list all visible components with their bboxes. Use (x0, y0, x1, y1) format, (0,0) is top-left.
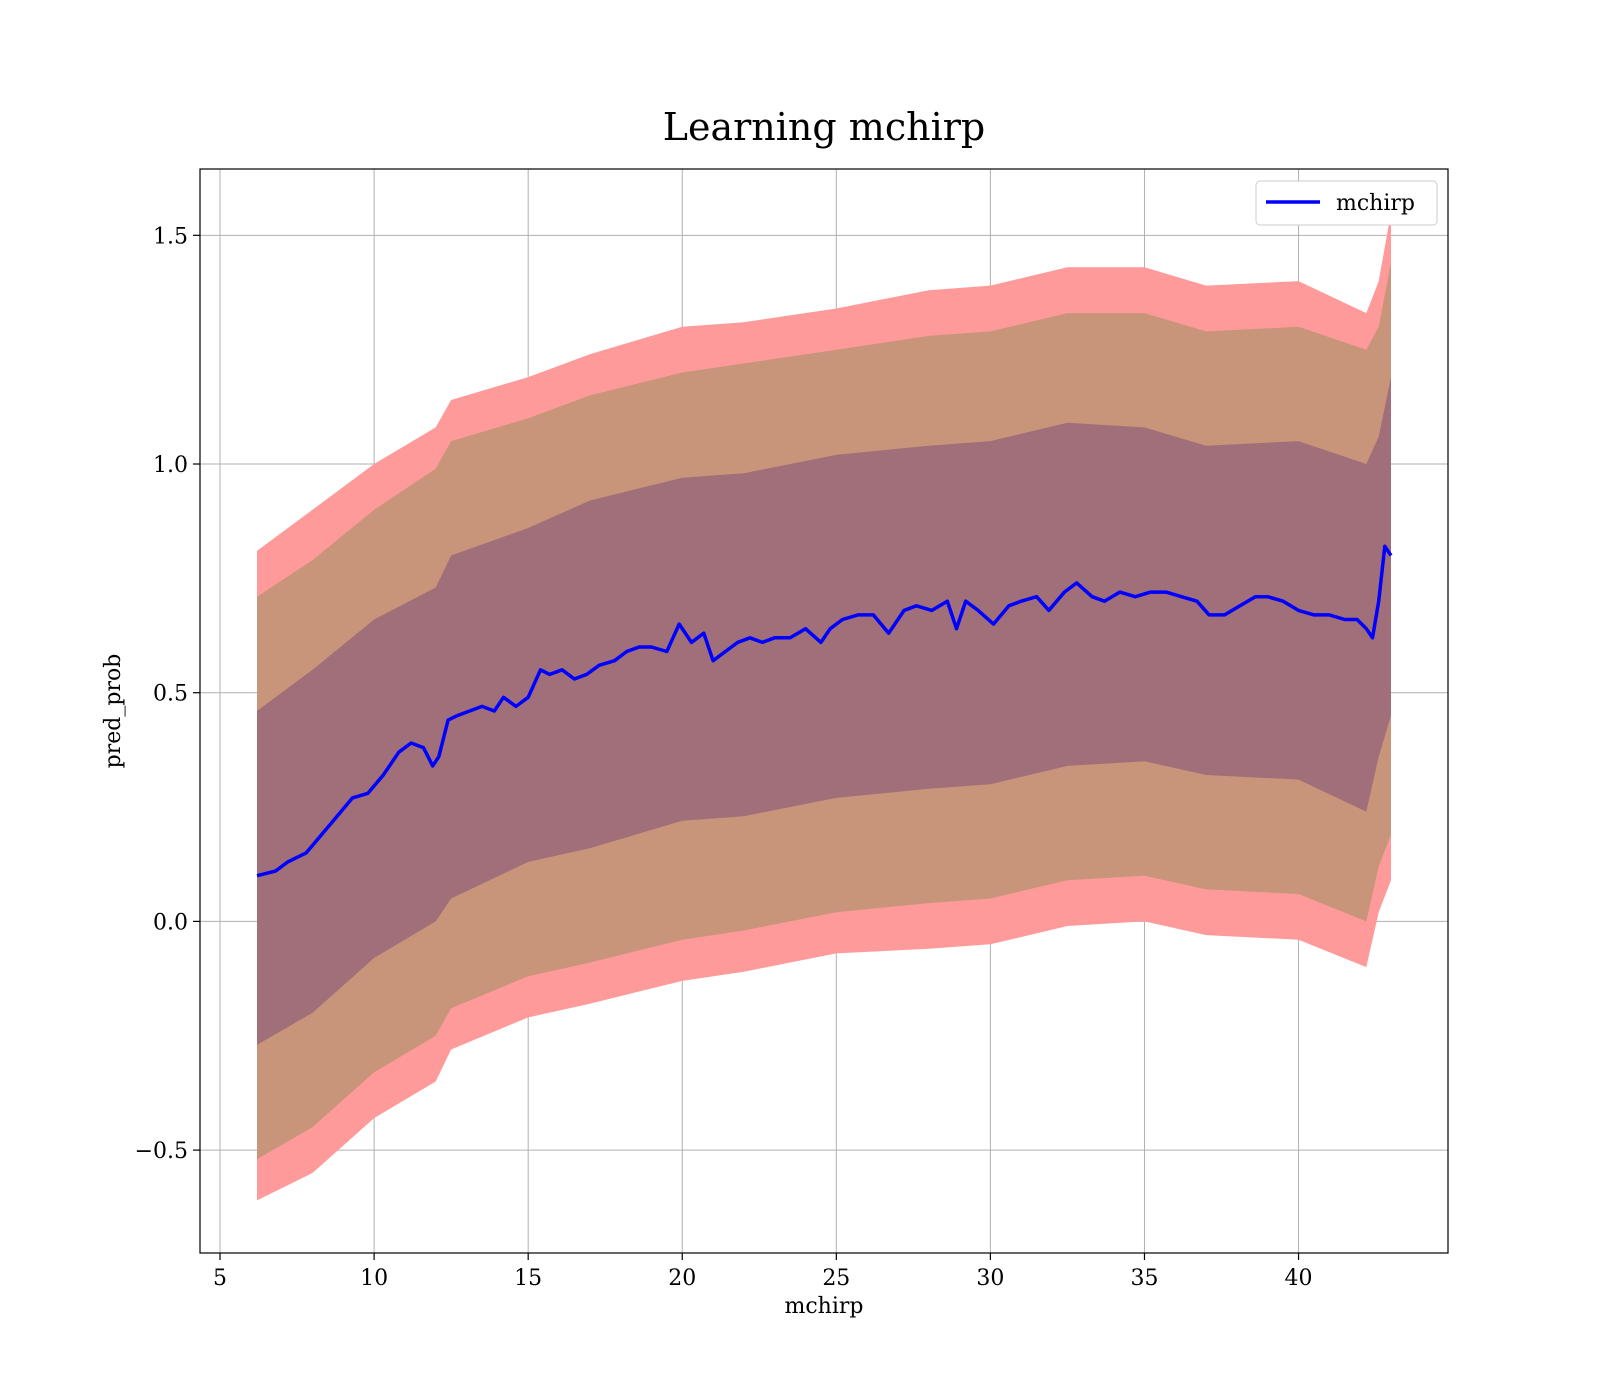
y-tick-label-4: 1.5 (153, 224, 188, 249)
y-tick-label-0: −0.5 (135, 1139, 188, 1164)
x-tick-label-6: 35 (1130, 1266, 1158, 1291)
plot-frame (199, 168, 1449, 1254)
x-tick-label-7: 40 (1285, 1266, 1313, 1291)
legend-box (1255, 180, 1438, 226)
legend-label-mchirp: mchirp (1336, 191, 1415, 216)
series-lines (256, 544, 1393, 878)
x-tick-label-5: 30 (976, 1266, 1004, 1291)
legend: mchirp (1255, 180, 1438, 226)
confidence-bands (257, 212, 1391, 1201)
x-tick-label-2: 15 (514, 1266, 542, 1291)
axis-ticks: 5 10 15 20 25 30 35 40 −0.5 0.0 0.5 1.0 1.5 (135, 224, 1313, 1291)
band-band-inner (257, 377, 1391, 1045)
x-tick-label-4: 25 (822, 1266, 850, 1291)
x-tick-label-0: 5 (213, 1266, 227, 1291)
x-tick-label-3: 20 (668, 1266, 696, 1291)
y-tick-label-1: 0.0 (153, 910, 188, 935)
y-tick-label-3: 1.0 (153, 453, 188, 478)
x-axis-label: mchirp (785, 1294, 864, 1319)
chart-title: Learning mchirp (663, 105, 985, 149)
y-tick-label-2: 0.5 (153, 682, 188, 707)
y-axis-label: pred_prob (101, 654, 126, 769)
series-line-mchirp (256, 544, 1393, 878)
x-tick-label-1: 10 (360, 1266, 388, 1291)
